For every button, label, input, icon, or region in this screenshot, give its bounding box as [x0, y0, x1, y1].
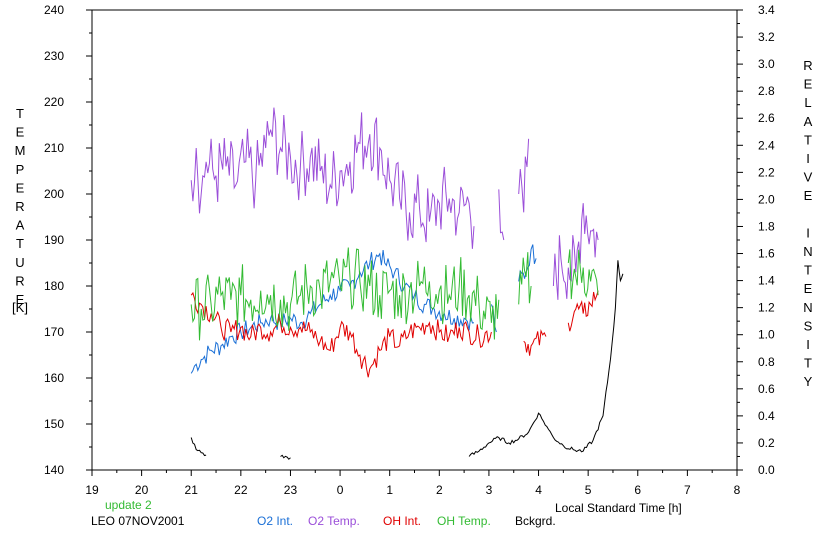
- left-axis-title-letter: E: [16, 125, 25, 140]
- x-tick-label: 8: [734, 483, 741, 497]
- series-line-oh-int: [190, 290, 599, 378]
- left-tick-label: 210: [44, 141, 64, 155]
- left-axis-title-letter: P: [16, 162, 25, 177]
- right-tick-label: 0.8: [758, 355, 775, 369]
- right-tick-label: 3.2: [758, 30, 775, 44]
- left-tick-label: 150: [44, 417, 64, 431]
- legend-entry-oh-temp: OH Temp.: [437, 514, 491, 528]
- right-axis-title-letter: T: [804, 263, 812, 278]
- series-line-o2-temp: [190, 107, 599, 300]
- right-axis-title-letter: R: [803, 58, 812, 73]
- right-tick-label: 2.8: [758, 84, 775, 98]
- series-line-oh-temp: [190, 247, 599, 341]
- x-tick-label: 1: [386, 483, 393, 497]
- labels-group: Local Standard Time [h]TEMPERATURE[K]REL…: [12, 58, 813, 528]
- left-axis-unit: [K]: [12, 300, 28, 315]
- right-tick-label: 0.0: [758, 463, 775, 477]
- left-axis-title-letter: T: [16, 236, 24, 251]
- right-tick-label: 3.0: [758, 57, 775, 71]
- x-tick-label: 7: [684, 483, 691, 497]
- legend-entry-o2-temp: O2 Temp.: [308, 514, 360, 528]
- right-tick-label: 1.2: [758, 301, 775, 315]
- legend-entry-bckgrd: Bckgrd.: [515, 514, 556, 528]
- right-axis-title-letter: I: [806, 337, 810, 352]
- left-tick-label: 230: [44, 49, 64, 63]
- right-axis-title-letter: L: [804, 95, 811, 110]
- right-tick-label: 2.4: [758, 138, 775, 152]
- right-tick-label: 2.6: [758, 111, 775, 125]
- x-tick-label: 20: [135, 483, 149, 497]
- right-tick-label: 1.6: [758, 247, 775, 261]
- update-annotation: update 2: [105, 498, 152, 512]
- left-tick-label: 240: [44, 3, 64, 17]
- x-tick-label: 2: [436, 483, 443, 497]
- right-tick-label: 1.8: [758, 219, 775, 233]
- right-axis-title-letter: I: [806, 225, 810, 240]
- x-tick-label: 4: [535, 483, 542, 497]
- left-tick-label: 140: [44, 463, 64, 477]
- right-tick-label: 0.2: [758, 436, 775, 450]
- x-tick-label: 19: [85, 483, 99, 497]
- right-tick-label: 0.6: [758, 382, 775, 396]
- axes-group: 1401501601701801902002102202302400.00.20…: [44, 3, 775, 497]
- right-axis-title-letter: V: [804, 170, 813, 185]
- left-tick-label: 190: [44, 233, 64, 247]
- right-axis-title-letter: S: [804, 318, 813, 333]
- series-line-bckgrd: [190, 260, 624, 460]
- x-tick-label: 5: [585, 483, 592, 497]
- plot-area: [190, 107, 624, 460]
- x-tick-label: 3: [486, 483, 493, 497]
- right-tick-label: 1.0: [758, 328, 775, 342]
- left-axis-title-letter: T: [16, 106, 24, 121]
- left-axis-title-letter: E: [16, 292, 25, 307]
- right-axis-title-letter: I: [806, 151, 810, 166]
- left-tick-label: 180: [44, 279, 64, 293]
- right-axis-title-letter: N: [803, 244, 812, 259]
- x-tick-label: 6: [634, 483, 641, 497]
- left-tick-label: 160: [44, 371, 64, 385]
- right-tick-label: 3.4: [758, 3, 775, 17]
- right-axis-title-letter: E: [804, 281, 813, 296]
- left-tick-label: 170: [44, 325, 64, 339]
- right-axis-title-letter: Y: [804, 374, 813, 389]
- right-axis-title-letter: N: [803, 300, 812, 315]
- left-axis-title-letter: E: [16, 180, 25, 195]
- x-axis-title: Local Standard Time [h]: [555, 501, 682, 515]
- x-tick-label: 21: [185, 483, 199, 497]
- left-tick-label: 220: [44, 95, 64, 109]
- right-tick-label: 2.2: [758, 165, 775, 179]
- left-axis-title-letter: A: [16, 218, 25, 233]
- left-tick-label: 200: [44, 187, 64, 201]
- left-axis-title-letter: R: [15, 199, 24, 214]
- left-axis-title-letter: R: [15, 273, 24, 288]
- station-annotation: LEO 07NOV2001: [91, 514, 185, 528]
- right-tick-label: 1.4: [758, 274, 775, 288]
- legend-entry-o2-int: O2 Int.: [257, 514, 293, 528]
- right-axis-title-letter: T: [804, 356, 812, 371]
- right-tick-label: 2.0: [758, 192, 775, 206]
- left-axis-title-letter: U: [15, 255, 24, 270]
- x-tick-label: 22: [234, 483, 248, 497]
- left-axis-title-letter: M: [15, 143, 26, 158]
- legend-entry-oh-int: OH Int.: [383, 514, 421, 528]
- right-axis-title-letter: E: [804, 77, 813, 92]
- right-axis-title-letter: A: [804, 114, 813, 129]
- x-tick-label: 0: [337, 483, 344, 497]
- x-tick-label: 23: [284, 483, 298, 497]
- right-axis-title-letter: T: [804, 132, 812, 147]
- right-tick-label: 0.4: [758, 409, 775, 423]
- plot-frame: [91, 9, 738, 471]
- right-axis-title-letter: E: [804, 188, 813, 203]
